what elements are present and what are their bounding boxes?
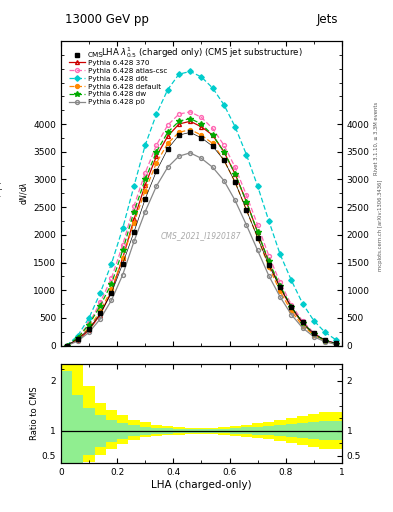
Text: LHA $\lambda^{1}_{0.5}$ (charged only) (CMS jet substructure): LHA $\lambda^{1}_{0.5}$ (charged only) (…: [101, 46, 302, 60]
X-axis label: LHA (charged-only): LHA (charged-only): [151, 480, 252, 490]
Y-axis label: Ratio to CMS: Ratio to CMS: [30, 387, 39, 440]
Y-axis label: $\mathbf{1}$
$\overline{\mathrm{d}N/\mathrm{d}p_\mathrm{T}}$

$\mathrm{d}N/\math: $\mathbf{1}$ $\overline{\mathrm{d}N/\mat…: [0, 179, 29, 207]
Text: mcplots.cern.ch [arXiv:1306.3436]: mcplots.cern.ch [arXiv:1306.3436]: [378, 180, 383, 271]
Text: 13000 GeV pp: 13000 GeV pp: [65, 13, 149, 26]
Text: Rivet 3.1.10, ≥ 3.3M events: Rivet 3.1.10, ≥ 3.3M events: [374, 101, 379, 175]
Legend: CMS, Pythia 6.428 370, Pythia 6.428 atlas-csc, Pythia 6.428 d6t, Pythia 6.428 de: CMS, Pythia 6.428 370, Pythia 6.428 atla…: [67, 51, 168, 107]
Text: Jets: Jets: [316, 13, 338, 26]
Text: CMS_2021_I1920187: CMS_2021_I1920187: [161, 231, 242, 241]
